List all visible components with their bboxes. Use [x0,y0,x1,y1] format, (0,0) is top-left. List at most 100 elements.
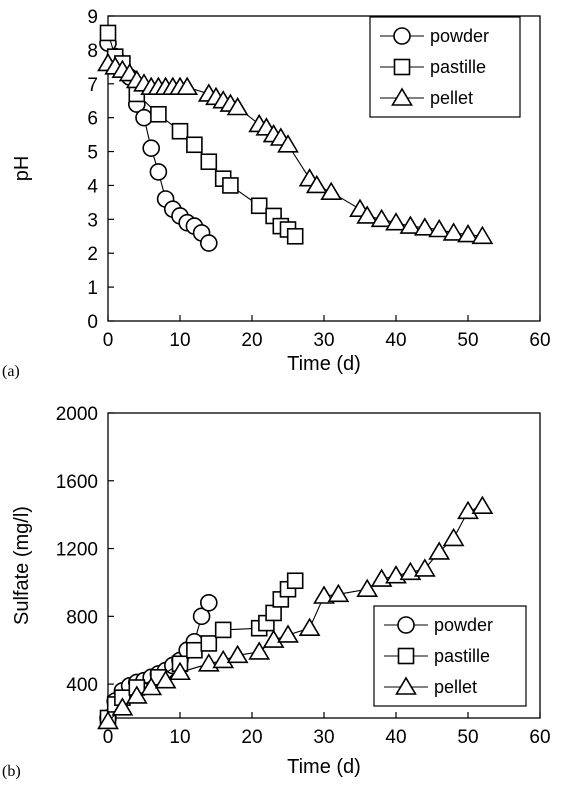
data-point-pastille [214,621,232,639]
legend-marker-pellet [391,87,413,106]
data-point-pellet [385,212,407,231]
data-point-pellet [442,527,465,547]
x-tick-label: 0 [103,727,114,748]
legend-marker-pastille [393,58,411,76]
data-point-pellet [399,215,422,234]
data-point-pellet [320,181,343,201]
x-axis-label: Time (d) [287,756,361,778]
series-pellet [97,52,494,245]
data-point-pastille [286,572,304,590]
data-point-pastille [286,227,304,245]
data-point-pastille [222,177,239,194]
y-tick-label: 8 [87,41,98,62]
data-point-pellet [428,541,451,560]
legend-marker-pellet [395,676,417,695]
y-tick-label: 2000 [56,404,98,425]
x-axis-label: Time (d) [287,353,361,375]
y-tick-label: 1 [87,278,98,299]
y-tick-label: 800 [66,607,98,628]
data-point-powder [200,234,218,252]
data-point-pellet [305,174,328,194]
y-tick-label: 6 [87,109,98,130]
data-point-pastille [171,122,189,140]
legend-label-powder: powder [430,26,489,46]
x-tick-label: 50 [457,727,478,748]
legend: powder pastille pellet [373,605,527,707]
data-point-pellet [442,222,465,241]
data-point-pellet [413,558,436,577]
data-point-pellet [327,583,350,603]
legend-label-pellet: pellet [434,677,477,697]
y-tick-label: 7 [87,75,98,96]
y-tick-label: 0 [87,312,98,333]
series-pellet [97,495,494,730]
legend-label-pellet: pellet [430,88,473,108]
x-tick-label: 50 [457,330,478,351]
data-point-powder [135,108,153,127]
data-point-pellet [277,624,299,643]
data-point-pellet [97,710,119,730]
data-point-pellet [370,208,393,228]
panel-label: (b) [2,763,21,780]
x-tick-label: 40 [385,330,406,351]
data-point-pastille [99,24,117,42]
y-tick-label: 1200 [56,540,98,561]
legend-label-pastille: pastille [430,57,486,77]
legend-label-pastille: pastille [434,646,490,666]
legend-label-powder: powder [434,615,493,635]
data-point-pellet [169,661,191,681]
data-point-pellet [248,641,271,660]
data-point-pastille [186,641,203,659]
data-point-pellet [298,617,321,636]
y-tick-label: 4 [87,176,98,197]
data-point-pellet [471,225,494,245]
data-point-pellet [356,205,379,224]
x-tick-label: 10 [169,330,190,351]
y-tick-label: 3 [87,210,98,231]
x-tick-label: 60 [529,727,550,748]
chart-panel-a: 0 10 20 30 40 50 60 0 1 2 3 4 5 6 7 8 9 Time (d) pH (a) powd… [2,7,551,380]
y-tick-label: 2 [87,244,98,265]
data-point-powder [142,139,160,157]
data-point-pellet [212,649,235,669]
data-point-pellet [226,96,249,116]
series-pastille [99,24,304,245]
data-point-powder [149,163,168,181]
x-tick-label: 40 [385,727,406,748]
y-axis-label: Sulfate (mg/l) [11,506,33,625]
data-point-powder [200,593,218,612]
data-point-pastille [200,153,218,171]
legend-marker-powder [397,616,415,634]
y-axis-label: pH [11,156,33,182]
data-point-pellet [457,500,479,520]
data-point-pastille [250,197,268,215]
y-tick-label: 5 [87,143,98,164]
data-point-pellet [313,585,335,604]
data-point-pellet [176,76,199,95]
data-point-pellet [428,218,451,238]
y-tick-label: 9 [87,7,98,28]
legend-marker-powder [393,27,411,45]
legend: powder pastille pellet [369,16,521,118]
data-point-pellet [356,578,379,598]
data-point-pastille [150,105,167,123]
x-tick-label: 30 [313,727,334,748]
x-tick-label: 10 [169,727,190,748]
chart-panel-b: 0 10 20 30 40 50 60 400 800 1200 1600 2000 Time (d) S… [2,404,551,780]
data-point-pastille [265,604,282,622]
panel-label: (a) [2,363,20,380]
data-point-pellet [413,217,436,236]
x-tick-label: 60 [529,330,550,351]
data-point-powder [192,607,211,626]
x-tick-label: 30 [313,330,334,351]
data-point-pellet [111,697,134,716]
data-point-pellet [226,644,249,664]
data-point-pellet [277,134,299,153]
x-tick-label: 20 [241,727,262,748]
x-tick-label: 0 [103,330,114,351]
data-point-pellet [457,224,479,243]
x-tick-label: 20 [241,330,262,351]
data-point-pastille [186,136,203,154]
y-tick-label: 1600 [56,472,98,493]
